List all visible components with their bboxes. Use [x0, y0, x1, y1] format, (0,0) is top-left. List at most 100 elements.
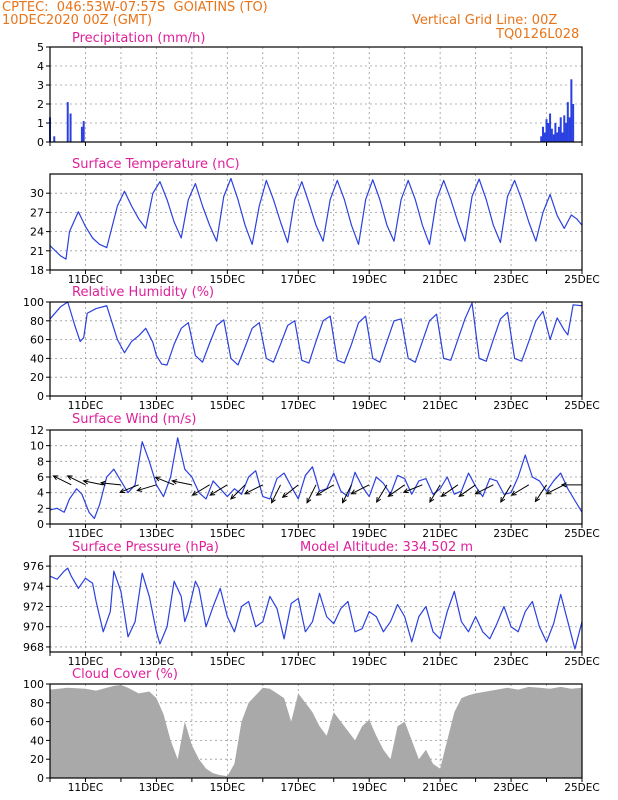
model-altitude-label: Model Altitude: 334.502 m [300, 540, 473, 555]
wind-arrow [243, 484, 264, 495]
cloud-frame [49, 683, 583, 779]
y-tick-label: 970 [23, 621, 44, 634]
x-tick-label: 15DEC [210, 782, 245, 794]
wind-vectors [52, 475, 582, 504]
wind-arrow [402, 484, 423, 494]
y-tick-label: 0 [37, 136, 44, 149]
y-tick-label: 3 [37, 79, 44, 92]
y-tick-label: 968 [23, 641, 44, 654]
wind-arrow [350, 484, 370, 495]
press-x-axis: 11DEC 13DEC 15DEC 17DEC 19DEC 21DEC 23DEC 25DEC [49, 652, 600, 668]
wind-arrow [271, 484, 281, 504]
y-tick-label: 10 [30, 440, 44, 453]
header-station: CPTEC: 046:53W-07:57S GOIATINS (TO) [2, 0, 268, 15]
rh-y-axis: 0 20 40 60 80 100 [23, 296, 50, 403]
precip-x-axis [49, 142, 583, 146]
wind-line [49, 437, 583, 520]
temp-frame [49, 173, 583, 271]
precip-bars [49, 79, 575, 142]
x-tick-label: 23DEC [493, 400, 528, 412]
x-tick-label: 11DEC [68, 782, 103, 794]
temp-title: Surface Temperature (nC) [72, 157, 240, 172]
temp-panel: 18 21 24 27 30 11DEC 13DEC 15DEC 17DEC 19DEC 21DEC… [30, 157, 600, 286]
y-tick-label: 4 [37, 60, 44, 73]
x-tick-label: 13DEC [139, 274, 174, 286]
x-tick-label: 23DEC [493, 656, 528, 668]
wind-arrow [171, 479, 192, 486]
x-tick-label: 11DEC [68, 274, 103, 286]
x-tick-label: 21DEC [422, 656, 457, 668]
y-tick-label: 972 [23, 601, 44, 614]
wind-arrow [429, 484, 441, 503]
wind-arrow [306, 484, 317, 504]
temp-y-axis: 18 21 24 27 30 [30, 187, 50, 277]
precip-bar [561, 132, 564, 142]
y-tick-label: 80 [30, 315, 44, 328]
rh-x-axis: 11DEC 13DEC 15DEC 17DEC 19DEC 21DEC 23DEC 25DEC [49, 396, 600, 412]
precip-bar [53, 136, 56, 142]
wind-arrow [510, 484, 530, 496]
x-tick-label: 23DEC [493, 782, 528, 794]
y-tick-label: 5 [37, 41, 44, 54]
wind-arrow [458, 484, 476, 497]
x-tick-label: 15DEC [210, 656, 245, 668]
y-tick-label: 12 [30, 424, 44, 437]
precip-bar [570, 79, 573, 142]
wind-arrow [474, 484, 494, 495]
y-tick-label: 4 [37, 487, 44, 500]
temp-line [49, 177, 583, 260]
x-tick-label: 21DEC [422, 782, 457, 794]
wind-arrow [387, 484, 405, 497]
rh-title: Relative Humidity (%) [72, 285, 214, 300]
wind-arrow [82, 479, 104, 486]
wind-arrow [136, 484, 157, 492]
y-tick-label: 21 [30, 245, 44, 258]
y-tick-label: 0 [37, 518, 44, 531]
y-tick-label: 100 [23, 678, 44, 691]
x-tick-label: 25DEC [564, 528, 599, 540]
y-tick-label: 24 [30, 226, 44, 239]
precip-vgrid [85, 47, 547, 142]
wind-x-axis: 11DEC 13DEC 15DEC 17DEC 19DEC 21DEC 23DEC 25DEC [49, 524, 600, 540]
x-tick-label: 13DEC [139, 400, 174, 412]
wind-arrow [560, 482, 582, 488]
x-tick-label: 11DEC [68, 656, 103, 668]
x-tick-label: 17DEC [281, 400, 316, 412]
wind-arrow [230, 484, 246, 500]
press-vgrid [85, 556, 547, 652]
x-tick-label: 25DEC [564, 274, 599, 286]
y-tick-label: 976 [23, 560, 44, 573]
y-tick-label: 18 [30, 264, 44, 277]
y-tick-label: 0 [37, 772, 44, 785]
precip-bar [540, 136, 543, 142]
temp-hgrid [50, 192, 582, 252]
precip-bar [568, 117, 571, 142]
wind-panel: 0 2 4 6 8 10 12 11DEC 13DEC 15DEC 17DEC 19DEC 21DEC 2… [30, 412, 600, 540]
y-tick-label: 20 [30, 753, 44, 766]
x-tick-label: 11DEC [68, 528, 103, 540]
x-tick-label: 17DEC [281, 656, 316, 668]
precip-bar [82, 121, 85, 142]
y-tick-label: 974 [23, 580, 44, 593]
precip-bar [66, 102, 69, 142]
wind-arrow [119, 484, 139, 494]
x-tick-label: 13DEC [139, 528, 174, 540]
wind-arrow [99, 480, 121, 486]
x-tick-label: 21DEC [422, 528, 457, 540]
precip-hgrid [50, 65, 582, 124]
precip-bar [80, 126, 83, 142]
wind-arrow [440, 484, 459, 497]
precip-frame [49, 46, 583, 143]
x-tick-label: 23DEC [493, 528, 528, 540]
y-tick-label: 80 [30, 697, 44, 710]
x-tick-label: 25DEC [564, 656, 599, 668]
cloud-y-axis: 0 20 40 60 80 100 [23, 678, 50, 785]
precip-bar [69, 113, 72, 142]
wind-arrow [545, 484, 565, 495]
x-tick-label: 17DEC [281, 274, 316, 286]
press-y-axis: 968 970 972 974 976 [23, 560, 50, 654]
precip-panel: 0 1 2 3 4 5 Precipitation (mm/h) [37, 31, 583, 149]
precip-bar [565, 123, 568, 142]
x-tick-label: 19DEC [351, 656, 386, 668]
precip-bar [547, 123, 550, 142]
